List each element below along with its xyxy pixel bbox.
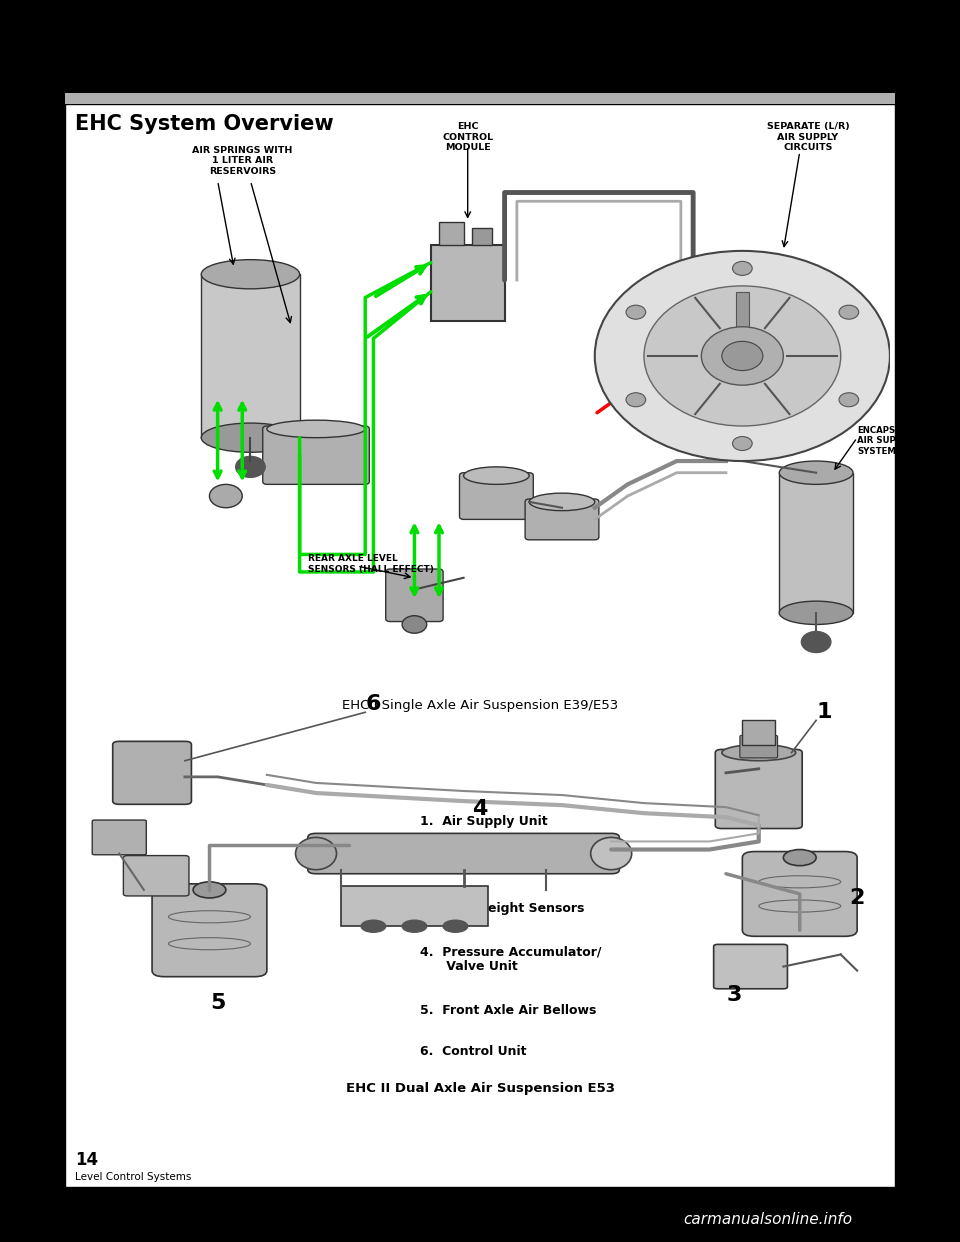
FancyBboxPatch shape	[202, 274, 300, 437]
Circle shape	[802, 631, 831, 652]
Circle shape	[783, 850, 816, 866]
Text: EHC System Overview: EHC System Overview	[75, 114, 333, 134]
Text: AIR SPRINGS WITH
1 LITER AIR
RESERVOIRS: AIR SPRINGS WITH 1 LITER AIR RESERVOIRS	[192, 145, 293, 175]
Text: REAR AXLE LEVEL
SENSORS (HALL EFFECT): REAR AXLE LEVEL SENSORS (HALL EFFECT)	[308, 554, 434, 574]
Circle shape	[644, 286, 841, 426]
Text: 5.  Front Axle Air Bellows: 5. Front Axle Air Bellows	[420, 1004, 597, 1016]
Text: SEPARATE (L/R)
AIR SUPPLY
CIRCUITS: SEPARATE (L/R) AIR SUPPLY CIRCUITS	[767, 123, 850, 153]
Circle shape	[402, 616, 426, 633]
Text: Level Control Systems: Level Control Systems	[75, 1172, 191, 1182]
Circle shape	[444, 920, 468, 933]
Ellipse shape	[464, 467, 529, 484]
FancyBboxPatch shape	[152, 884, 267, 976]
Text: ENCAPSULATED
AIR SUPPLY
SYSTEM: ENCAPSULATED AIR SUPPLY SYSTEM	[857, 426, 932, 456]
Ellipse shape	[202, 424, 300, 452]
FancyBboxPatch shape	[308, 833, 619, 874]
Circle shape	[702, 327, 783, 385]
Ellipse shape	[202, 260, 300, 289]
Text: 2.  Rear Axle Air Bellows: 2. Rear Axle Air Bellows	[420, 858, 592, 871]
Circle shape	[626, 306, 646, 319]
FancyBboxPatch shape	[431, 245, 505, 320]
Ellipse shape	[722, 744, 796, 760]
Ellipse shape	[296, 837, 337, 869]
FancyBboxPatch shape	[740, 735, 778, 758]
Text: 4.  Pressure Accumulator/
      Valve Unit: 4. Pressure Accumulator/ Valve Unit	[420, 945, 602, 974]
Text: carmanualsonline.info: carmanualsonline.info	[684, 1212, 852, 1227]
FancyBboxPatch shape	[92, 820, 146, 854]
Circle shape	[595, 251, 890, 461]
Bar	[742, 720, 775, 745]
FancyBboxPatch shape	[713, 944, 787, 989]
Circle shape	[361, 920, 386, 933]
Bar	[471, 227, 492, 245]
Circle shape	[732, 261, 753, 276]
Text: 1: 1	[817, 702, 832, 723]
Text: 3: 3	[727, 985, 742, 1005]
FancyBboxPatch shape	[263, 426, 370, 484]
FancyBboxPatch shape	[460, 473, 534, 519]
Circle shape	[732, 436, 753, 451]
FancyBboxPatch shape	[715, 749, 803, 828]
FancyBboxPatch shape	[742, 852, 857, 936]
Circle shape	[193, 882, 226, 898]
Circle shape	[839, 392, 858, 406]
Text: 2: 2	[850, 888, 865, 908]
Circle shape	[209, 484, 242, 508]
Circle shape	[236, 456, 265, 477]
Text: 4: 4	[472, 799, 488, 820]
Ellipse shape	[780, 461, 853, 484]
Circle shape	[839, 306, 858, 319]
FancyBboxPatch shape	[341, 886, 489, 927]
Text: EHC I Single Axle Air Suspension E39/E53: EHC I Single Axle Air Suspension E39/E53	[342, 699, 618, 712]
Bar	[65, 93, 895, 104]
Text: 3.  Ride Height Sensors: 3. Ride Height Sensors	[420, 902, 585, 914]
FancyBboxPatch shape	[112, 741, 191, 805]
Text: EHC
CONTROL
MODULE: EHC CONTROL MODULE	[443, 123, 493, 153]
Ellipse shape	[780, 601, 853, 625]
Text: 14: 14	[75, 1151, 98, 1169]
Bar	[735, 292, 749, 339]
Circle shape	[626, 392, 646, 406]
Ellipse shape	[529, 493, 595, 510]
Text: EHC II Dual Axle Air Suspension E53: EHC II Dual Axle Air Suspension E53	[346, 1082, 614, 1094]
FancyBboxPatch shape	[780, 473, 853, 612]
Circle shape	[722, 342, 763, 370]
Text: 5: 5	[210, 992, 226, 1013]
Bar	[439, 222, 464, 245]
Text: 6: 6	[366, 694, 381, 714]
FancyBboxPatch shape	[525, 499, 599, 540]
Bar	[65, 104, 895, 1187]
Text: 6.  Control Unit: 6. Control Unit	[420, 1045, 527, 1057]
Ellipse shape	[267, 420, 365, 437]
Ellipse shape	[590, 837, 632, 869]
Bar	[0, 31, 960, 93]
FancyBboxPatch shape	[124, 856, 189, 895]
Circle shape	[402, 920, 426, 933]
FancyBboxPatch shape	[386, 569, 444, 621]
Text: 1.  Air Supply Unit: 1. Air Supply Unit	[420, 815, 548, 827]
